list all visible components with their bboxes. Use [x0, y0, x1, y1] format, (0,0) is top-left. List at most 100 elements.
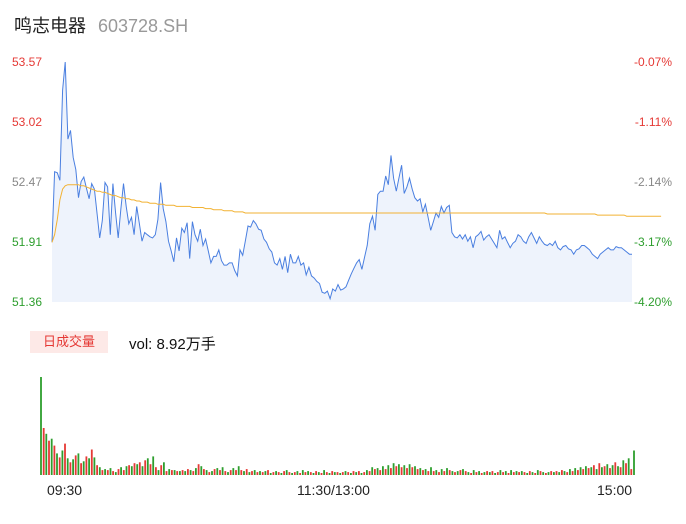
volume-bar [382, 466, 384, 475]
volume-bar [269, 473, 272, 475]
volume-bar [406, 468, 408, 475]
volume-bar [611, 465, 614, 475]
volume-bar [114, 472, 117, 475]
volume-bar [165, 471, 168, 475]
volume-bar [595, 469, 598, 475]
volume-bar [136, 464, 139, 475]
volume-bar [630, 469, 633, 475]
volume-bar [488, 472, 491, 475]
volume-bar [112, 471, 114, 475]
volume-bar [130, 466, 133, 475]
volume-bar [536, 470, 539, 475]
volume-bar [197, 464, 200, 475]
volume-bar [264, 471, 267, 475]
volume-bar [309, 472, 312, 475]
volume-bar [480, 473, 483, 475]
volume-bar [61, 450, 64, 475]
volume-bar [235, 470, 237, 475]
pct-tick-label: -3.17% [633, 235, 672, 249]
volume-bar [542, 472, 545, 475]
volume-bar [486, 471, 488, 475]
volume-bar [90, 449, 93, 475]
volume-bar [376, 468, 379, 475]
volume-bar [237, 466, 240, 475]
volume-bar [315, 471, 317, 475]
volume-bar [451, 471, 454, 475]
volume-bar [98, 467, 101, 475]
volume-bar [603, 466, 606, 475]
volume-bar [606, 464, 609, 475]
volume-bar [48, 440, 50, 475]
volume-bar [208, 472, 211, 475]
volume-bar [299, 473, 301, 475]
volume-bar [304, 472, 307, 475]
volume-bar [534, 473, 537, 475]
volume-bar [203, 469, 205, 475]
volume-bar [518, 472, 520, 475]
volume-bar [171, 470, 173, 475]
volume-bar [285, 470, 288, 475]
volume-bar [96, 465, 98, 475]
volume-bar [561, 470, 563, 475]
volume-bar [499, 470, 502, 475]
volume-bar [633, 450, 635, 475]
volume-bar [582, 469, 585, 475]
volume-bar [133, 463, 136, 475]
volume-bar [291, 473, 293, 475]
volume-bar [144, 460, 147, 475]
volume-bar [189, 470, 192, 475]
volume-bar [45, 433, 48, 475]
volume-bar [232, 468, 235, 475]
volume-bar [85, 456, 88, 475]
volume-bar [77, 453, 80, 475]
volume-bar [163, 462, 165, 475]
volume-bar [553, 472, 555, 475]
volume-bar [152, 456, 155, 475]
volume-bar [472, 470, 475, 475]
volume-bar [528, 471, 531, 475]
volume-bar [205, 470, 208, 475]
volume-bar [448, 470, 451, 475]
volume-bar [622, 460, 625, 475]
volume-bar [213, 469, 216, 475]
volume-bar [195, 468, 197, 475]
volume-bar [440, 469, 443, 475]
volume-bar [371, 467, 374, 475]
volume-bar [155, 467, 157, 475]
volume-bar [504, 471, 507, 475]
volume-bar [601, 467, 603, 475]
volume-bar [288, 472, 291, 475]
daily-volume-tab[interactable]: 日成交量 [30, 331, 108, 353]
volume-bar [256, 472, 259, 475]
volume-bar [502, 472, 504, 475]
volume-bar [355, 472, 358, 475]
volume-bar [587, 468, 590, 475]
volume-bar [411, 467, 414, 475]
volume-bar [240, 470, 243, 475]
volume-bar [104, 469, 106, 475]
volume-bar [456, 471, 459, 475]
volume-bar [168, 469, 171, 475]
price-tick-label: 53.57 [12, 55, 43, 69]
stock-code: 603728.SH [98, 16, 189, 36]
volume-bar [550, 471, 553, 475]
volume-bar [42, 428, 45, 475]
average-price-line [51, 184, 662, 243]
volume-bar [149, 464, 152, 475]
volume-bar [243, 471, 245, 475]
volume-bar [293, 472, 296, 475]
volume-bar [106, 470, 109, 475]
volume-bar [320, 473, 323, 475]
volume-bar [384, 469, 387, 475]
volume-bar [64, 443, 66, 475]
volume-bar [510, 470, 512, 475]
volume-bar [432, 471, 435, 475]
volume-bar [120, 467, 122, 475]
volume-bar [176, 471, 179, 475]
volume-bar [614, 462, 617, 475]
time-tick-label: 09:30 [47, 482, 83, 498]
volume-bar [475, 472, 478, 475]
volume-bar [379, 470, 382, 475]
volume-bar [366, 470, 368, 475]
volume-bar [211, 471, 213, 475]
